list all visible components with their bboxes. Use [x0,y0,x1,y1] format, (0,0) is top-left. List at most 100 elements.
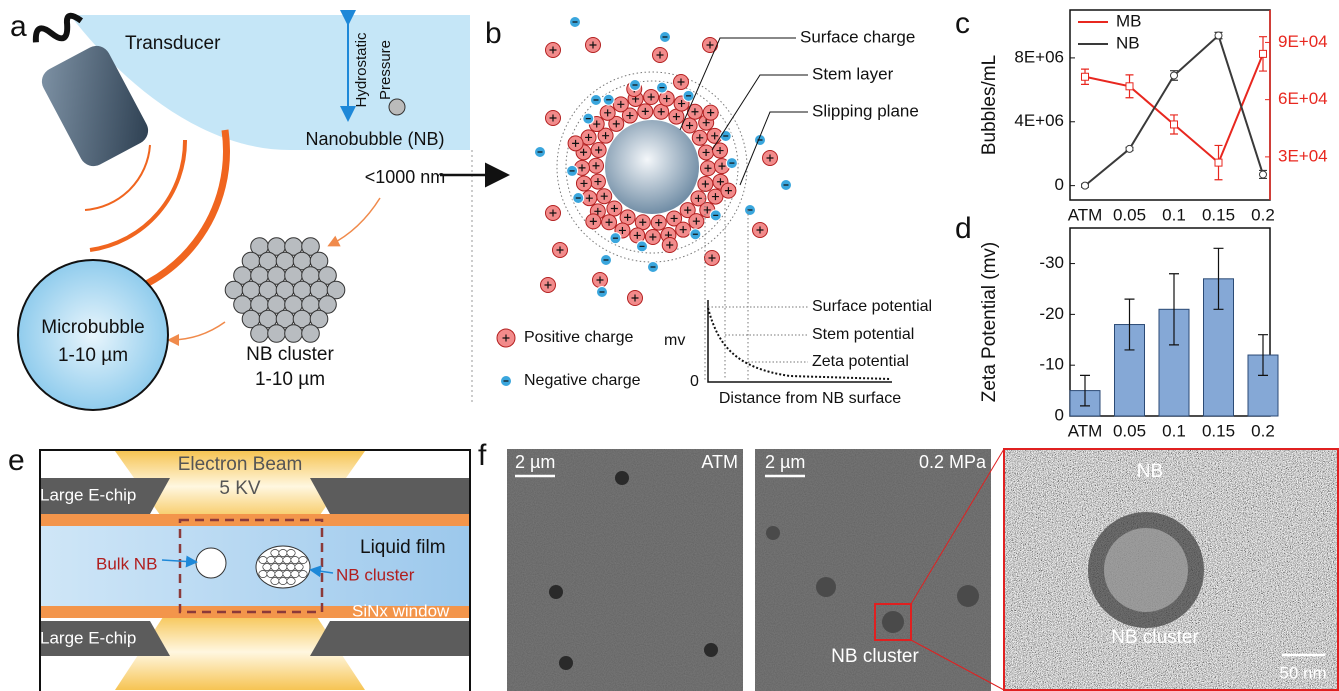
label: Surface potential [812,298,932,315]
panel-label: d [955,212,972,245]
bubble [287,564,295,571]
charts: Bubbles/mL04E+068E+063E+046E+049E+04ATM0… [979,10,1328,440]
label: Slipping plane [812,101,919,120]
x-label: Distance from NB surface [719,390,901,407]
cluster-label: NB cluster [246,344,334,365]
x-tick-label: 0.1 [1162,205,1186,224]
origin: 0 [690,373,699,390]
y-tick-label: 8E+06 [1014,47,1064,66]
bubble [287,578,295,585]
beam-label: Electron Beam [178,454,303,475]
bubble [251,325,269,343]
x-tick-label: ATM [1068,205,1103,224]
bubble [299,571,307,578]
bubble [268,325,286,343]
bubble [271,550,279,557]
marker [1171,72,1178,79]
bubble [279,550,287,557]
panel-label: b [485,17,502,50]
arrow [330,198,380,245]
panel-label: c [955,7,970,40]
bubble [275,557,283,564]
marker [1082,73,1089,80]
marker [1215,159,1222,166]
bubble [275,571,283,578]
marker [1260,50,1267,57]
particle [559,656,573,670]
particle [816,577,836,597]
nanobubble-size: <1000 nm [365,167,446,187]
y-axis-label: Zeta Potential (mv) [979,242,1000,403]
x-tick-label: 0.15 [1202,421,1235,440]
bubble [271,578,279,585]
bubble [295,564,303,571]
panel-label: a [10,10,27,43]
panel-e: e Electron Beam 5 KV Large E-chip Large … [8,444,470,691]
label: Zeta potential [812,353,909,370]
bubble [259,571,267,578]
x-tick-label: ATM [1068,421,1103,440]
y2-tick-label: 3E+04 [1278,146,1328,165]
x-tick-label: 0.1 [1162,421,1186,440]
y2-tick-label: 9E+04 [1278,32,1328,51]
cluster-core [1104,528,1188,612]
label: Stem layer [812,64,894,83]
chip-label: Large E-chip [40,485,136,504]
chip [310,478,469,514]
bubble [267,571,275,578]
pressure-label-2: Pressure [377,40,394,100]
y-tick-label: -20 [1039,304,1064,323]
bubble [283,557,291,564]
y-tick-label: 0 [1055,175,1064,194]
scale-label: 2 µm [515,452,555,472]
y-tick-label: -10 [1039,355,1064,374]
cluster-label: NB cluster [336,565,415,584]
y2-tick-label: 6E+04 [1278,89,1328,108]
panel-a: Hydrostatic Pressure Transducer Nanobubb… [10,9,472,410]
bubble [271,564,279,571]
x-tick-label: 0.05 [1113,421,1146,440]
marker [1215,32,1222,39]
bubble [279,564,287,571]
y-tick-label: -30 [1039,253,1064,272]
cluster-label: NB cluster [1111,627,1199,648]
particle [704,643,718,657]
nb-cluster [225,238,345,343]
legend-label: MB [1116,11,1142,30]
bubble [291,571,299,578]
chip [310,621,469,656]
y-axis-label: Bubbles/mL [979,55,1000,155]
cluster-size: 1-10 µm [255,369,325,390]
bubble [267,557,275,564]
chip-label: Large E-chip [40,628,136,647]
legend-label: NB [1116,33,1140,52]
particle [549,585,563,599]
marker [1082,182,1089,189]
bubble [299,557,307,564]
bubble [259,557,267,564]
bubble [283,571,291,578]
nanobubble-label: Nanobubble (NB) [305,129,444,149]
y-tick-label: 4E+06 [1014,111,1064,130]
pressure-label: Hydrostatic [353,32,370,108]
panel-b: b Surface charge Stem layer Slipping pla… [440,17,932,408]
x-tick-label: 0.2 [1251,205,1275,224]
cluster-label: NB cluster [831,646,919,667]
nb-cluster [256,546,310,588]
marker [1171,121,1178,128]
panel-f: f 2 µm ATM 2 µm 0.2 MPa NB cluster NB NB… [478,439,1339,691]
label: Stem potential [812,326,914,343]
bubble [302,325,320,343]
image-label: 0.2 MPa [919,452,987,472]
particle [766,526,780,540]
pressure-line-1: Hydrostatic [353,32,370,108]
panel-label: e [8,444,25,477]
y-tick-label: 0 [1055,405,1064,424]
series-line [1085,36,1263,186]
scale-label: 50 nm [1279,663,1326,682]
bulk-nb [196,548,226,578]
leader [740,112,808,185]
bubble [285,325,303,343]
bubble [263,564,271,571]
nanobubble [605,120,699,214]
